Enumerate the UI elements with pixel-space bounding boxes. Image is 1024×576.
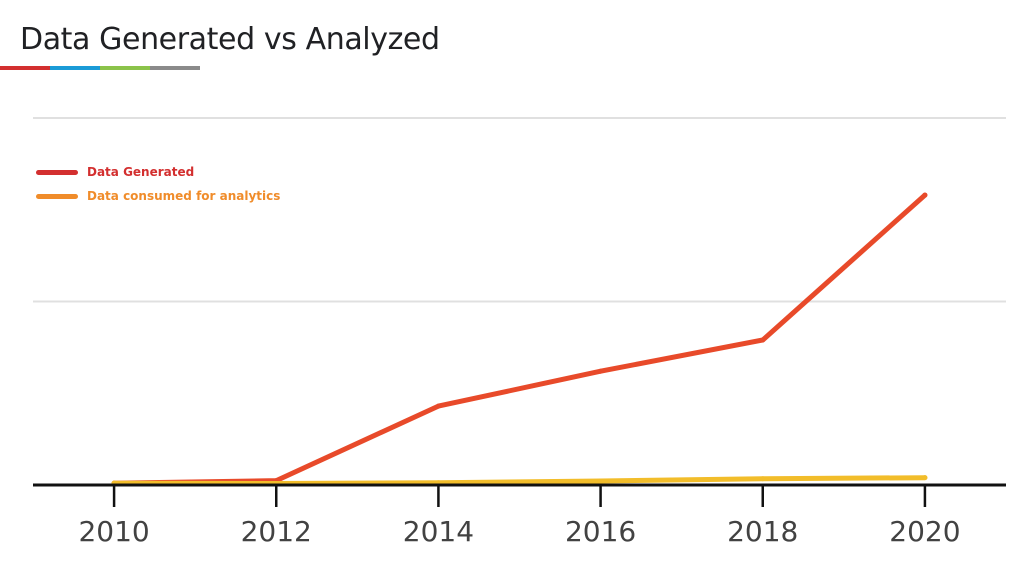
x-tick-label: 2014: [403, 515, 474, 548]
legend-label-data-generated: Data Generated: [87, 165, 195, 179]
data-point: [760, 337, 766, 343]
data-point: [760, 476, 766, 482]
x-tick-label: 2012: [241, 515, 312, 548]
series-line-data-consumed: [111, 475, 928, 486]
series-line-data-generated: [111, 192, 928, 486]
data-point: [598, 368, 604, 374]
accent-segment-red: [0, 66, 50, 70]
series-lines: [111, 192, 928, 487]
x-tick-label: 2018: [727, 515, 798, 548]
legend-item-data-generated: Data Generated: [36, 160, 280, 184]
legend-item-data-consumed: Data consumed for analytics: [36, 184, 280, 208]
title-accent-bar: [0, 66, 200, 70]
data-point: [922, 475, 928, 481]
legend-label-data-consumed: Data consumed for analytics: [87, 189, 281, 203]
legend-swatch-data-generated: [36, 169, 78, 175]
accent-segment-blue: [50, 66, 100, 70]
data-point: [435, 403, 441, 409]
x-axis: 2010 2012 2014 2016 2018 2020: [33, 483, 1006, 548]
slide-title: Data Generated vs Analyzed: [20, 22, 440, 57]
x-tick-label: 2020: [889, 515, 960, 548]
x-tick-label: 2010: [78, 515, 149, 548]
accent-segment-green: [100, 66, 150, 70]
gridlines: [33, 117, 1006, 303]
accent-segment-gray: [150, 66, 200, 70]
x-tick-label: 2016: [565, 515, 636, 548]
chart-legend: Data Generated Data consumed for analyti…: [36, 160, 280, 208]
data-point: [598, 478, 604, 484]
legend-swatch-data-consumed: [36, 193, 78, 199]
data-point: [922, 192, 928, 198]
